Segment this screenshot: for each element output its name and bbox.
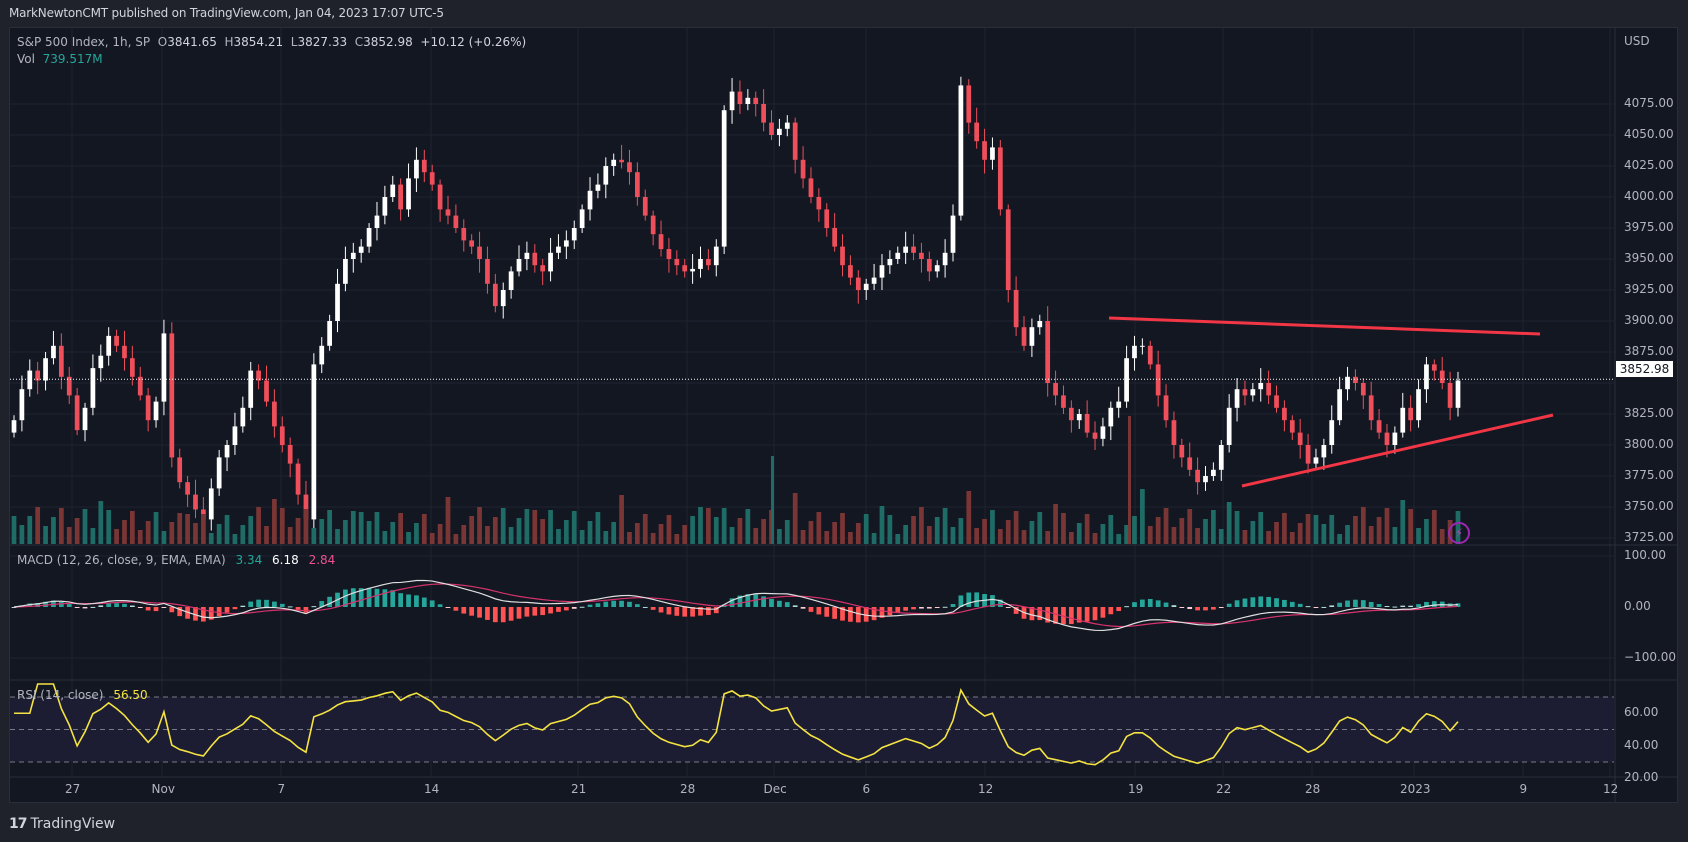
- price-tick: 4050.00: [1624, 127, 1674, 141]
- macd-tick: 100.00: [1624, 548, 1666, 562]
- price-tick: 4075.00: [1624, 96, 1674, 110]
- time-tick: 19: [1128, 782, 1144, 796]
- time-tick: 12: [1603, 782, 1619, 796]
- macd-line: [13, 579, 1459, 632]
- time-tick: 6: [862, 782, 871, 796]
- price-tick: 4025.00: [1624, 158, 1674, 172]
- time-tick: 14: [424, 782, 440, 796]
- volume-label[interactable]: Vol: [17, 52, 35, 66]
- time-tick: 27: [65, 782, 81, 796]
- chart-frame[interactable]: [9, 27, 1678, 803]
- macd-label: MACD (12, 26, close, 9, EMA, EMA): [17, 553, 226, 567]
- macd-hist-value: 3.34: [235, 553, 263, 567]
- low-value: 3827.33: [297, 35, 348, 49]
- rsi-label: RSI (14, close): [17, 688, 104, 702]
- time-tick: Dec: [763, 782, 787, 796]
- volume-value: 739.517M: [42, 52, 103, 66]
- price-tick: 3875.00: [1624, 344, 1674, 358]
- price-tick: 3925.00: [1624, 282, 1674, 296]
- close-value: 3852.98: [363, 35, 413, 49]
- rsi-value: 56.50: [113, 688, 148, 702]
- tradingview-footer: 17 TradingView: [9, 816, 115, 832]
- time-tick: Nov: [151, 782, 175, 796]
- symbol-name[interactable]: S&P 500 Index, 1h, SP: [17, 35, 151, 49]
- high-value: 3854.21: [233, 35, 284, 49]
- price-tick: 3900.00: [1624, 313, 1674, 327]
- upper-trendline: [1108, 316, 1541, 336]
- macd-tick: 0.00: [1624, 599, 1651, 613]
- price-tick: 4000.00: [1624, 189, 1674, 203]
- price-tick: 3975.00: [1624, 220, 1674, 234]
- rsi-line: [14, 683, 1459, 766]
- rsi-tick: 40.00: [1624, 737, 1659, 752]
- price-tick: 3825.00: [1624, 406, 1674, 420]
- price-tick: 3950.00: [1624, 251, 1674, 265]
- price-tick: 3775.00: [1624, 468, 1674, 482]
- rsi-tick: 60.00: [1624, 705, 1659, 720]
- macd-legend[interactable]: MACD (12, 26, close, 9, EMA, EMA) 3.34 6…: [17, 553, 335, 567]
- time-tick: 28: [680, 782, 696, 796]
- macd-value: 6.18: [272, 553, 299, 567]
- price-tick: 3800.00: [1624, 437, 1674, 451]
- rsi-tick: 20.00: [1624, 770, 1659, 785]
- open-value: 3841.65: [167, 35, 217, 49]
- tradingview-logo-icon: 17: [9, 816, 28, 832]
- symbol-legend: S&P 500 Index, 1h, SP O3841.65 H3854.21 …: [17, 35, 527, 66]
- last-price-tag: 3852.98: [1616, 361, 1673, 377]
- time-tick: 9: [1519, 782, 1528, 796]
- time-tick: 21: [571, 782, 587, 796]
- macd-tick: −100.00: [1624, 650, 1677, 664]
- brand-name: TradingView: [30, 816, 116, 832]
- time-tick: 2023: [1400, 782, 1431, 796]
- lightning-icon[interactable]: ⚡: [1448, 522, 1470, 544]
- price-tick: 3750.00: [1624, 499, 1674, 513]
- price-tick: 3725.00: [1624, 530, 1674, 544]
- time-tick: 22: [1216, 782, 1232, 796]
- macd-signal-value: 2.84: [308, 553, 336, 567]
- lower-trendline: [1241, 413, 1554, 488]
- rsi-legend[interactable]: RSI (14, close) 56.50: [17, 688, 148, 702]
- macd-signal-line: [13, 583, 1459, 628]
- time-tick: 12: [978, 782, 994, 796]
- time-tick: 28: [1305, 782, 1321, 796]
- publish-info: MarkNewtonCMT published on TradingView.c…: [9, 6, 444, 20]
- change-value: +10.12 (+0.26%): [420, 35, 527, 49]
- currency-label[interactable]: USD: [1624, 34, 1650, 48]
- time-tick: 7: [277, 782, 286, 796]
